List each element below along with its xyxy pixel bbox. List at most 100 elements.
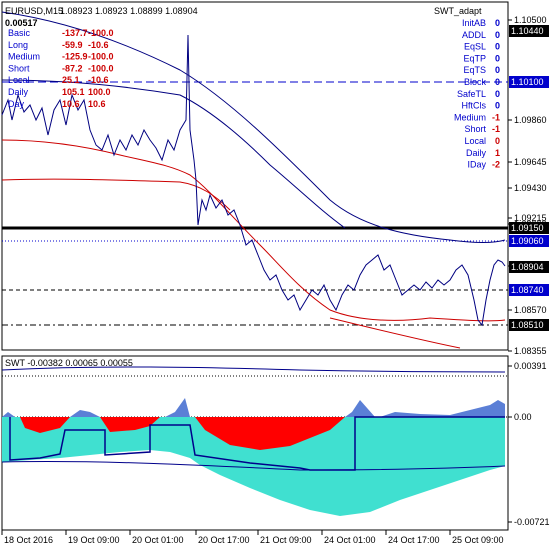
right-stat-label: Block — [464, 77, 487, 87]
right-stat-label: SafeTL — [457, 89, 486, 99]
price-label-badge — [509, 284, 549, 296]
price-label-text: 1.10440 — [511, 26, 544, 36]
time-tick-label: 20 Oct 01:00 — [132, 535, 184, 545]
swt-blue-histogram — [2, 398, 505, 417]
swt-tick-label: 0.00391 — [514, 361, 547, 371]
left-stat-value-2: 10.6 — [88, 99, 106, 109]
left-stat-value-1: 10.6 — [62, 99, 80, 109]
left-stat-value-1: 105.1 — [62, 87, 85, 97]
left-stat-label: Long — [8, 40, 28, 50]
left-stat-value-1: -125.9 — [62, 52, 88, 62]
right-stat-label: InitAB — [462, 18, 486, 28]
right-stat-value: 1 — [495, 148, 500, 158]
left-stat-value-2: -10.6 — [88, 40, 109, 50]
left-stat-value-1: -59.9 — [62, 40, 83, 50]
time-tick-label: 18 Oct 2016 — [4, 535, 53, 545]
right-stat-label: EqTP — [463, 53, 486, 63]
price-labels: 1.10440 1.10100 1.09150 1.09060 1.08904 1.087… — [509, 25, 549, 331]
right-stat-label: Daily — [466, 148, 487, 158]
right-stat-value: -1 — [492, 124, 500, 134]
time-tick-label: 25 Oct 09:00 — [452, 535, 504, 545]
left-stat-label: Local — [8, 75, 30, 85]
ohlc-values: 1.08923 1.08923 1.08899 1.08904 — [60, 6, 198, 16]
right-stat-value: 0 — [495, 42, 500, 52]
price-tick-label: 1.09645 — [514, 157, 547, 167]
price-tick-label: 1.09860 — [514, 115, 547, 125]
right-stat-label: ADDL — [462, 30, 486, 40]
price-label-text: 1.10100 — [511, 77, 544, 87]
indicator-name: SWT_adapt — [434, 6, 482, 16]
left-stat-value-1: -137.7 — [62, 28, 88, 38]
ma-red — [1, 139, 506, 322]
left-stat-label: Daily — [8, 87, 29, 97]
price-label-badge — [509, 222, 549, 234]
spread-value: 0.00517 — [5, 18, 38, 28]
swt-panel-title: SWT -0.00382 0.00065 0.00055 — [5, 358, 133, 368]
time-axis: 18 Oct 2016 19 Oct 09:00 20 Oct 01:00 20 Oc… — [1, 530, 504, 545]
left-stat-label: Short — [8, 63, 30, 73]
price-label-badge — [509, 319, 549, 331]
symbol-timeframe: EURUSD,M15 — [5, 6, 63, 16]
right-stat-label: Local — [464, 136, 486, 146]
left-stat-value-2: 100.0 — [88, 87, 111, 97]
left-stat-label: Basic — [8, 28, 31, 38]
left-stat-value-1: 25.1 — [62, 75, 80, 85]
swt-tick-label: -0.00721 — [514, 517, 550, 527]
right-stat-value: 0 — [495, 18, 500, 28]
ma-short-red — [1, 178, 231, 211]
left-stat-label: Medium — [8, 52, 40, 62]
right-stat-value: 0 — [495, 65, 500, 75]
swt-tick-label: 0.00 — [514, 412, 532, 422]
time-tick-label: 20 Oct 17:00 — [198, 535, 250, 545]
ma-long-blue — [1, 11, 506, 244]
price-tick-label: 1.09430 — [514, 183, 547, 193]
price-label-badge — [509, 25, 549, 37]
swt-red-histogram — [20, 417, 345, 450]
price-tick-label: 1.08355 — [514, 346, 547, 356]
right-stat-value: 0 — [495, 136, 500, 146]
ma-trail-red — [329, 317, 461, 349]
left-stat-label: Day — [8, 99, 25, 109]
price-label-text: 1.09150 — [511, 223, 544, 233]
time-tick-label: 24 Oct 01:00 — [324, 535, 376, 545]
price-label-badge — [509, 261, 549, 273]
right-stat-label: EqSL — [464, 42, 486, 52]
price-tick-label: 1.08570 — [514, 305, 547, 315]
swt-upper-band — [1, 366, 506, 373]
price-label-text: 1.08904 — [511, 262, 544, 272]
left-stat-value-2: -100.0 — [88, 28, 114, 38]
swt-teal-histogram — [2, 417, 505, 516]
right-stat-value: 0 — [495, 77, 500, 87]
right-stat-label: Short — [464, 124, 486, 134]
right-stats-panel: InitAB 0 ADDL 0 EqSL 0 EqTP 0 EqTS 0 Block 0 SafeTL 0… — [454, 18, 500, 170]
right-stat-value: 0 — [495, 53, 500, 63]
price-label-badge — [509, 76, 549, 88]
time-tick-label: 24 Oct 17:00 — [388, 535, 440, 545]
ma-mid-blue — [1, 79, 346, 229]
right-stat-label: Medium — [454, 112, 486, 122]
right-stat-value: 0 — [495, 89, 500, 99]
left-stat-value-2: -10.6 — [88, 75, 109, 85]
right-stat-value: -1 — [492, 112, 500, 122]
time-tick-label: 19 Oct 09:00 — [68, 535, 120, 545]
right-stat-value: -2 — [492, 160, 500, 170]
price-tick-label: 1.10500 — [514, 15, 547, 25]
price-label-text: 1.08510 — [511, 320, 544, 330]
time-tick-label: 21 Oct 09:00 — [260, 535, 312, 545]
right-stat-label: EqTS — [463, 65, 486, 75]
price-line — [1, 34, 506, 327]
right-stat-label: HftCls — [462, 101, 487, 111]
left-stat-value-2: -100.0 — [88, 63, 114, 73]
left-stat-value-2: -100.0 — [88, 52, 114, 62]
right-stat-value: 0 — [495, 101, 500, 111]
right-stat-value: 0 — [495, 30, 500, 40]
price-tick-label: 1.09215 — [514, 213, 547, 223]
price-label-text: 1.08740 — [511, 285, 544, 295]
swt-lower-band — [1, 461, 506, 471]
left-stat-value-1: -87.2 — [62, 63, 83, 73]
right-stat-label: IDay — [467, 160, 486, 170]
price-axis: 1.10500 1.09860 1.09645 1.09430 1.09215 1.090… — [508, 15, 547, 356]
swt-axis: 0.00391 0.00 -0.00721 — [508, 361, 550, 527]
main-chart-panel[interactable] — [1, 1, 509, 351]
